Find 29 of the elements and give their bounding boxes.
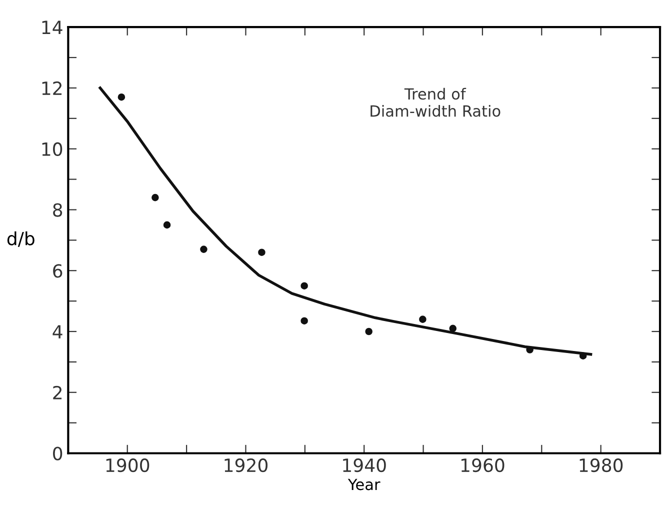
y-axis-title: d/b (7, 231, 34, 247)
point (579, 352, 587, 360)
y-tick-label: 8 (53, 203, 62, 217)
x-tick-label: 1900 (106, 458, 150, 472)
annotation: Trend of Diam-width Ratio (370, 88, 500, 117)
x-tick-label: 1960 (461, 458, 504, 472)
point (300, 282, 308, 290)
point (258, 248, 266, 256)
point (365, 328, 372, 336)
y-tick-label: 10 (42, 142, 62, 156)
point (419, 316, 426, 323)
x-tick-label: 1980 (580, 458, 623, 472)
point (449, 324, 457, 332)
y-tick-label: 4 (52, 325, 62, 338)
x-tick-label: 1920 (224, 458, 268, 472)
x-tick-label: 1940 (343, 458, 386, 472)
point (152, 194, 159, 202)
line-series (98, 86, 592, 356)
point (163, 221, 171, 229)
y-tick-label: 2 (53, 386, 62, 400)
x-axis-title: Year (348, 478, 380, 490)
point (526, 346, 534, 354)
point (200, 246, 208, 253)
y-tick-label: 6 (53, 264, 62, 278)
point (118, 93, 126, 101)
y-tick-label: 14 (42, 20, 62, 34)
y-tick-label: 12 (42, 81, 62, 95)
point (300, 317, 308, 324)
y-tick-label: 0 (53, 446, 62, 460)
